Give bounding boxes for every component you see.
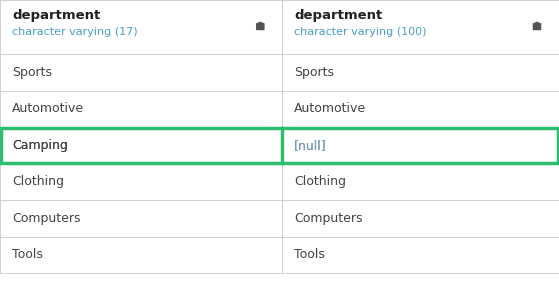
Text: Computers: Computers xyxy=(12,212,80,225)
Text: department: department xyxy=(294,9,382,22)
Text: [null]: [null] xyxy=(294,139,327,152)
FancyBboxPatch shape xyxy=(533,23,541,30)
Text: Sports: Sports xyxy=(12,66,52,79)
Text: Tools: Tools xyxy=(294,248,325,261)
Text: character varying (100): character varying (100) xyxy=(294,27,427,37)
Text: Tools: Tools xyxy=(12,248,43,261)
Text: Automotive: Automotive xyxy=(12,102,84,115)
Text: character varying (17): character varying (17) xyxy=(12,27,138,37)
Bar xyxy=(1,128,558,162)
Text: Camping: Camping xyxy=(12,139,68,152)
Text: Clothing: Clothing xyxy=(12,175,64,188)
Text: department: department xyxy=(12,9,100,22)
Bar xyxy=(1,127,558,163)
Text: Clothing: Clothing xyxy=(294,175,346,188)
Text: [null]: [null] xyxy=(294,139,327,152)
FancyBboxPatch shape xyxy=(256,23,264,30)
Text: Camping: Camping xyxy=(12,139,68,152)
Text: Automotive: Automotive xyxy=(294,102,366,115)
Text: Sports: Sports xyxy=(294,66,334,79)
Text: Computers: Computers xyxy=(294,212,363,225)
